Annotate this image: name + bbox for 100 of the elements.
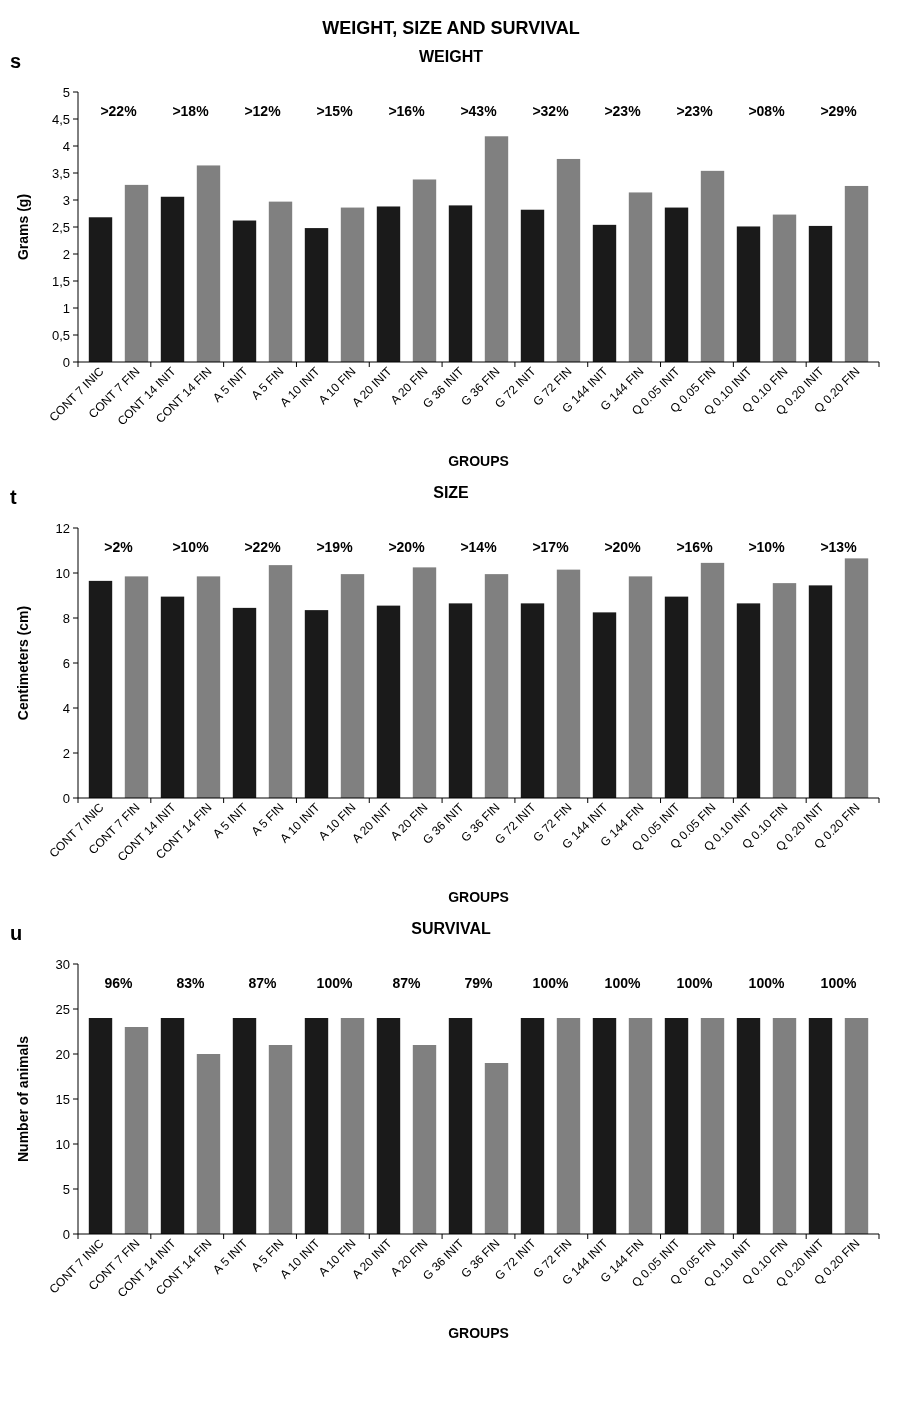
bar [556,1018,581,1234]
bar [376,1018,401,1234]
bar [664,596,689,798]
annotation: >2% [104,539,134,555]
annotation: >19% [316,539,354,555]
bar [592,1018,617,1234]
annotation: >29% [820,103,858,119]
annotation: >23% [604,103,642,119]
y-tick-label: 0 [62,790,70,806]
bar [88,580,113,798]
bar [268,565,293,798]
bar [196,165,221,362]
y-tick-label: 3,5 [51,165,70,181]
bar [160,1018,185,1234]
bar [736,226,761,362]
annotation: >20% [388,539,426,555]
y-tick-label: 10 [55,565,70,581]
text: u [10,922,23,944]
y-tick-label: 5 [62,84,70,100]
y-tick-label: 1,5 [51,273,70,289]
bar [160,596,185,798]
bar [736,603,761,798]
annotation: 100% [532,975,569,991]
y-tick-label: 30 [55,956,70,972]
bar [340,574,365,798]
annotation: 96% [104,975,134,991]
annotation: >17% [532,539,570,555]
y-tick-label: 5 [62,1181,70,1197]
bar [160,196,185,362]
bar [196,1054,221,1234]
bar [448,1018,473,1234]
annotation: 100% [316,975,353,991]
y-axis-title: Centimeters (cm) [15,605,31,721]
bar [664,207,689,362]
annotation: 100% [604,975,641,991]
bar [484,574,509,798]
bar [808,225,833,362]
bar [88,217,113,362]
y-tick-label: 4 [62,700,70,716]
y-tick-label: 4 [62,138,70,154]
x-axis-title: GROUPS [448,889,509,905]
bar [520,603,545,798]
annotation: >18% [172,103,210,119]
y-tick-label: 2 [62,745,70,761]
bar [412,567,437,798]
bar [736,1018,761,1234]
bar [628,192,653,362]
bar [628,576,653,798]
bar [196,576,221,798]
x-axis-title: GROUPS [448,1325,509,1341]
chart-subtitle: WEIGHT [419,48,484,65]
annotation: 100% [820,975,857,991]
bar [448,603,473,798]
bar [520,209,545,362]
annotation: >10% [172,539,210,555]
bar [448,205,473,362]
bar [700,1018,725,1234]
bar [232,607,257,798]
annotation: 87% [248,975,278,991]
y-tick-label: 12 [55,520,70,536]
y-tick-label: 0,5 [51,327,70,343]
y-tick-label: 4,5 [51,111,70,127]
bar [232,220,257,362]
bar [772,214,797,362]
bar [484,136,509,362]
annotation: >20% [604,539,642,555]
bar [556,569,581,798]
bar [88,1018,113,1234]
bar [700,170,725,362]
bar [628,1018,653,1234]
bar [484,1063,509,1234]
text: t [10,486,17,508]
annotation: 79% [464,975,494,991]
y-tick-label: 10 [55,1136,70,1152]
annotation: >12% [244,103,282,119]
annotation: 100% [748,975,785,991]
annotation: 100% [676,975,713,991]
y-axis-title: Grams (g) [15,193,31,261]
bar [844,185,869,362]
bar [376,605,401,798]
bar [412,1045,437,1234]
bar [304,610,329,798]
bar [844,558,869,798]
bar [592,612,617,798]
annotation: 87% [392,975,422,991]
annotation: >23% [676,103,714,119]
y-tick-label: 1 [62,300,70,316]
annotation: >08% [748,103,786,119]
chart-title: WEIGHT, SIZE AND SURVIVAL [322,18,580,38]
text: s [10,50,22,72]
bar [304,1018,329,1234]
bar [268,1045,293,1234]
y-tick-label: 25 [55,1001,70,1017]
y-tick-label: 2 [62,246,70,262]
annotation: >10% [748,539,786,555]
annotation: >22% [100,103,138,119]
bar [664,1018,689,1234]
annotation: >13% [820,539,858,555]
y-tick-label: 0 [62,354,70,370]
y-tick-label: 3 [62,192,70,208]
